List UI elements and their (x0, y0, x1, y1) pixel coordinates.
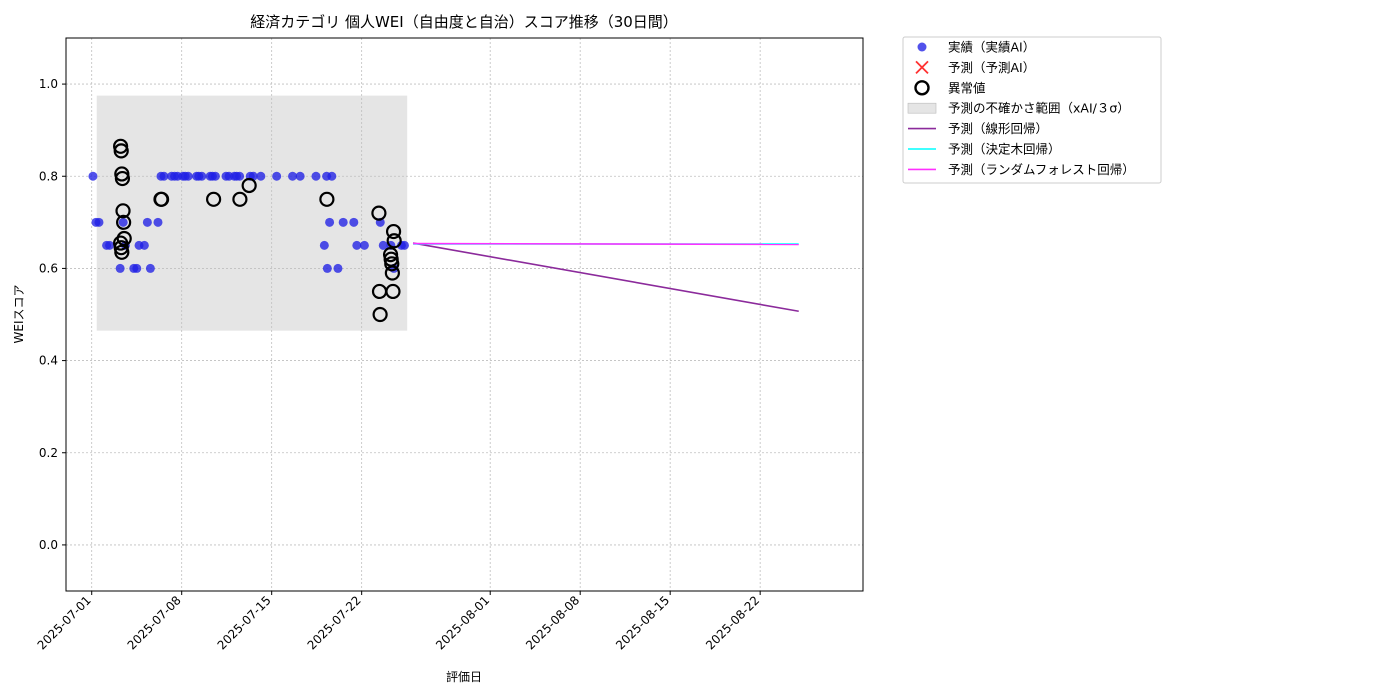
chart-title: 経済カテゴリ 個人WEI（自由度と自治）スコア推移（30日間） (250, 13, 678, 31)
anomaly-point (385, 223, 402, 240)
actual-point (272, 171, 282, 181)
y-tick-label: 0.2 (39, 446, 58, 460)
legend-marker-actual (917, 42, 927, 52)
legend-box (902, 36, 1162, 184)
actual-point (325, 217, 335, 227)
x-axis-label: 評価日 (446, 669, 482, 684)
anomaly-point (371, 205, 387, 221)
anomaly-point (115, 203, 131, 219)
actual-point (338, 217, 348, 227)
actual-point (322, 263, 332, 273)
actual-point (153, 217, 163, 227)
legend-marker-forecast (915, 60, 929, 75)
actual-point (178, 171, 188, 181)
plot-area: 0.0 0.2 0.4 0.6 0.8 1.0 2025-07-01 2025-07-08 20… (35, 37, 864, 652)
series-line-3 (412, 242, 799, 313)
actual-point (256, 171, 266, 181)
anomaly-point (113, 143, 129, 159)
anomaly-point (386, 233, 402, 249)
x-tick-label: 2025-07-22 (305, 593, 364, 652)
y-tick-label: 0.6 (39, 261, 58, 275)
actual-point (88, 171, 98, 181)
legend-label: 予測（予測AI） (948, 60, 1035, 75)
anomaly-point (384, 265, 400, 281)
actual-point (311, 171, 321, 181)
series-line-5 (413, 242, 799, 246)
plot-frame (65, 37, 864, 592)
actual-point (399, 240, 409, 250)
actual-point (142, 217, 152, 227)
actual-point (159, 171, 169, 181)
actual-point (359, 240, 369, 250)
actual-point (333, 263, 343, 273)
actual-point (205, 171, 215, 181)
legend-marker-band (907, 102, 937, 114)
actual-point (295, 171, 305, 181)
x-tick-label: 2025-07-15 (215, 593, 274, 652)
actual-point (322, 171, 332, 181)
anomaly-point (384, 256, 400, 272)
actual-point (319, 240, 329, 250)
legend-label: 予測（決定木回帰） (948, 142, 1061, 157)
anomaly-point (232, 191, 248, 207)
anomaly-point (385, 283, 401, 300)
x-tick-label: 2025-08-01 (433, 593, 492, 652)
x-tick-label: 2025-07-01 (35, 593, 94, 652)
actual-point (192, 171, 202, 181)
actual-point (115, 263, 125, 273)
y-tick-label: 0.4 (39, 354, 58, 368)
actual-point (378, 240, 388, 250)
legend-label: 予測の不確かさ範囲（xAI/３σ） (948, 101, 1130, 116)
y-tick-label: 0.0 (39, 538, 58, 552)
y-tick-label: 0.8 (39, 169, 58, 183)
legend-label: 予測（ランダムフォレスト回帰） (948, 162, 1135, 177)
actual-point (118, 217, 128, 227)
anomaly-point (114, 170, 131, 187)
legend-label: 実績（実績AI） (948, 40, 1035, 55)
x-tick-label: 2025-07-08 (125, 593, 184, 652)
actual-point (139, 240, 149, 250)
actual-point (145, 263, 155, 273)
legend-label: 予測（線形回帰） (948, 121, 1048, 136)
actual-point (94, 217, 104, 227)
x-tick-label: 2025-08-15 (613, 593, 672, 652)
anomaly-point (114, 244, 130, 260)
anomaly-point (241, 177, 257, 194)
x-tick-label: 2025-08-22 (703, 593, 762, 652)
actual-point (352, 240, 362, 250)
actual-point (349, 217, 359, 227)
x-tick-label: 2025-08-08 (523, 593, 582, 652)
actual-point (105, 240, 115, 250)
anomaly-point (319, 191, 335, 207)
anomaly-point (116, 214, 132, 230)
uncertainty-band (96, 95, 408, 331)
legend-marker-anomaly (914, 80, 930, 96)
actual-point (229, 171, 239, 181)
actual-point (288, 171, 298, 181)
anomaly-point (153, 191, 170, 207)
y-tick-label: 1.0 (39, 77, 58, 91)
actual-point (132, 263, 142, 273)
anomaly-point (372, 306, 388, 323)
y-axis-label: WEIスコア (12, 285, 26, 344)
anomaly-point (206, 191, 222, 207)
legend-label: 異常値 (948, 80, 986, 95)
